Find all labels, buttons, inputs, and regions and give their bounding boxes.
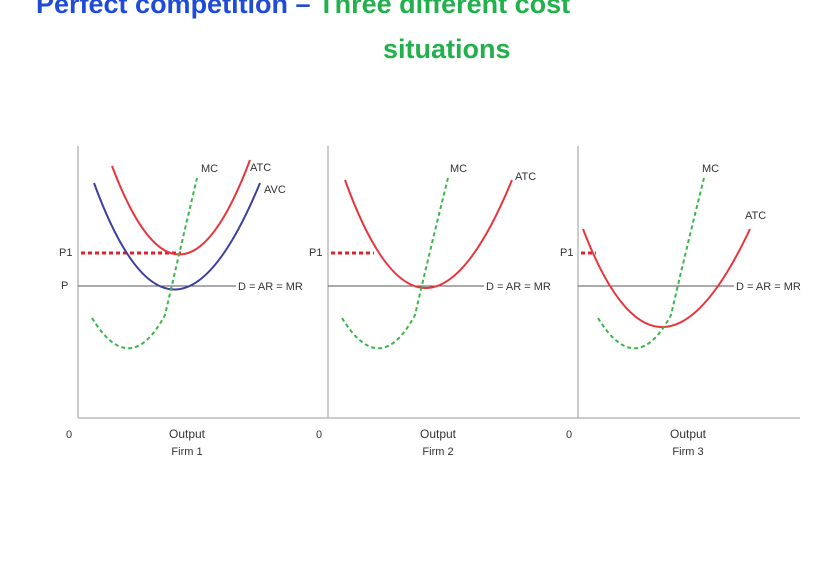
title-line-1: Perfect competition – Three different co… [36, 0, 570, 20]
origin-label: 0 [566, 429, 572, 441]
origin-label: 0 [66, 429, 72, 441]
x-axis-label: Output [169, 427, 206, 441]
p-label: P [61, 280, 68, 292]
mc-curve [91, 177, 198, 350]
p1-label: P1 [59, 247, 72, 259]
mc-label: MC [450, 163, 467, 175]
panel-firm-2: MC ATC P1 D = AR = MR 0 Output Firm 2 [309, 146, 578, 458]
atc-label: ATC [745, 210, 766, 222]
mc-label: MC [201, 163, 218, 175]
atc-curve [582, 228, 751, 328]
avc-curve [93, 182, 261, 291]
demand-label: D = AR = MR [238, 281, 303, 293]
mc-curve [597, 177, 705, 350]
title-line-2: situations [383, 34, 511, 64]
p1-label: P1 [309, 247, 322, 259]
title-green-part: Three different cost [318, 0, 571, 19]
x-axis-label: Output [670, 427, 707, 441]
atc-label: ATC [515, 171, 536, 183]
mc-label: MC [702, 163, 719, 175]
title-blue-part: Perfect competition – [36, 0, 319, 19]
demand-label: D = AR = MR [486, 281, 551, 293]
atc-curve [111, 159, 251, 256]
atc-label: ATC [250, 162, 271, 174]
firm-label: Firm 3 [672, 446, 703, 458]
atc-curve [344, 179, 513, 289]
firm-label: Firm 2 [422, 446, 453, 458]
mc-curve [341, 177, 449, 350]
avc-label: AVC [264, 184, 286, 196]
p1-label: P1 [560, 247, 573, 259]
firm-label: Firm 1 [171, 446, 202, 458]
origin-label: 0 [316, 429, 322, 441]
panel-firm-1: MC ATC AVC P1 P D = AR = MR 0 Output Fir… [59, 146, 328, 458]
demand-label: D = AR = MR [736, 281, 801, 293]
x-axis-label: Output [420, 427, 457, 441]
panel-firm-3: MC ATC P1 D = AR = MR 0 Output Firm 3 [560, 146, 801, 458]
